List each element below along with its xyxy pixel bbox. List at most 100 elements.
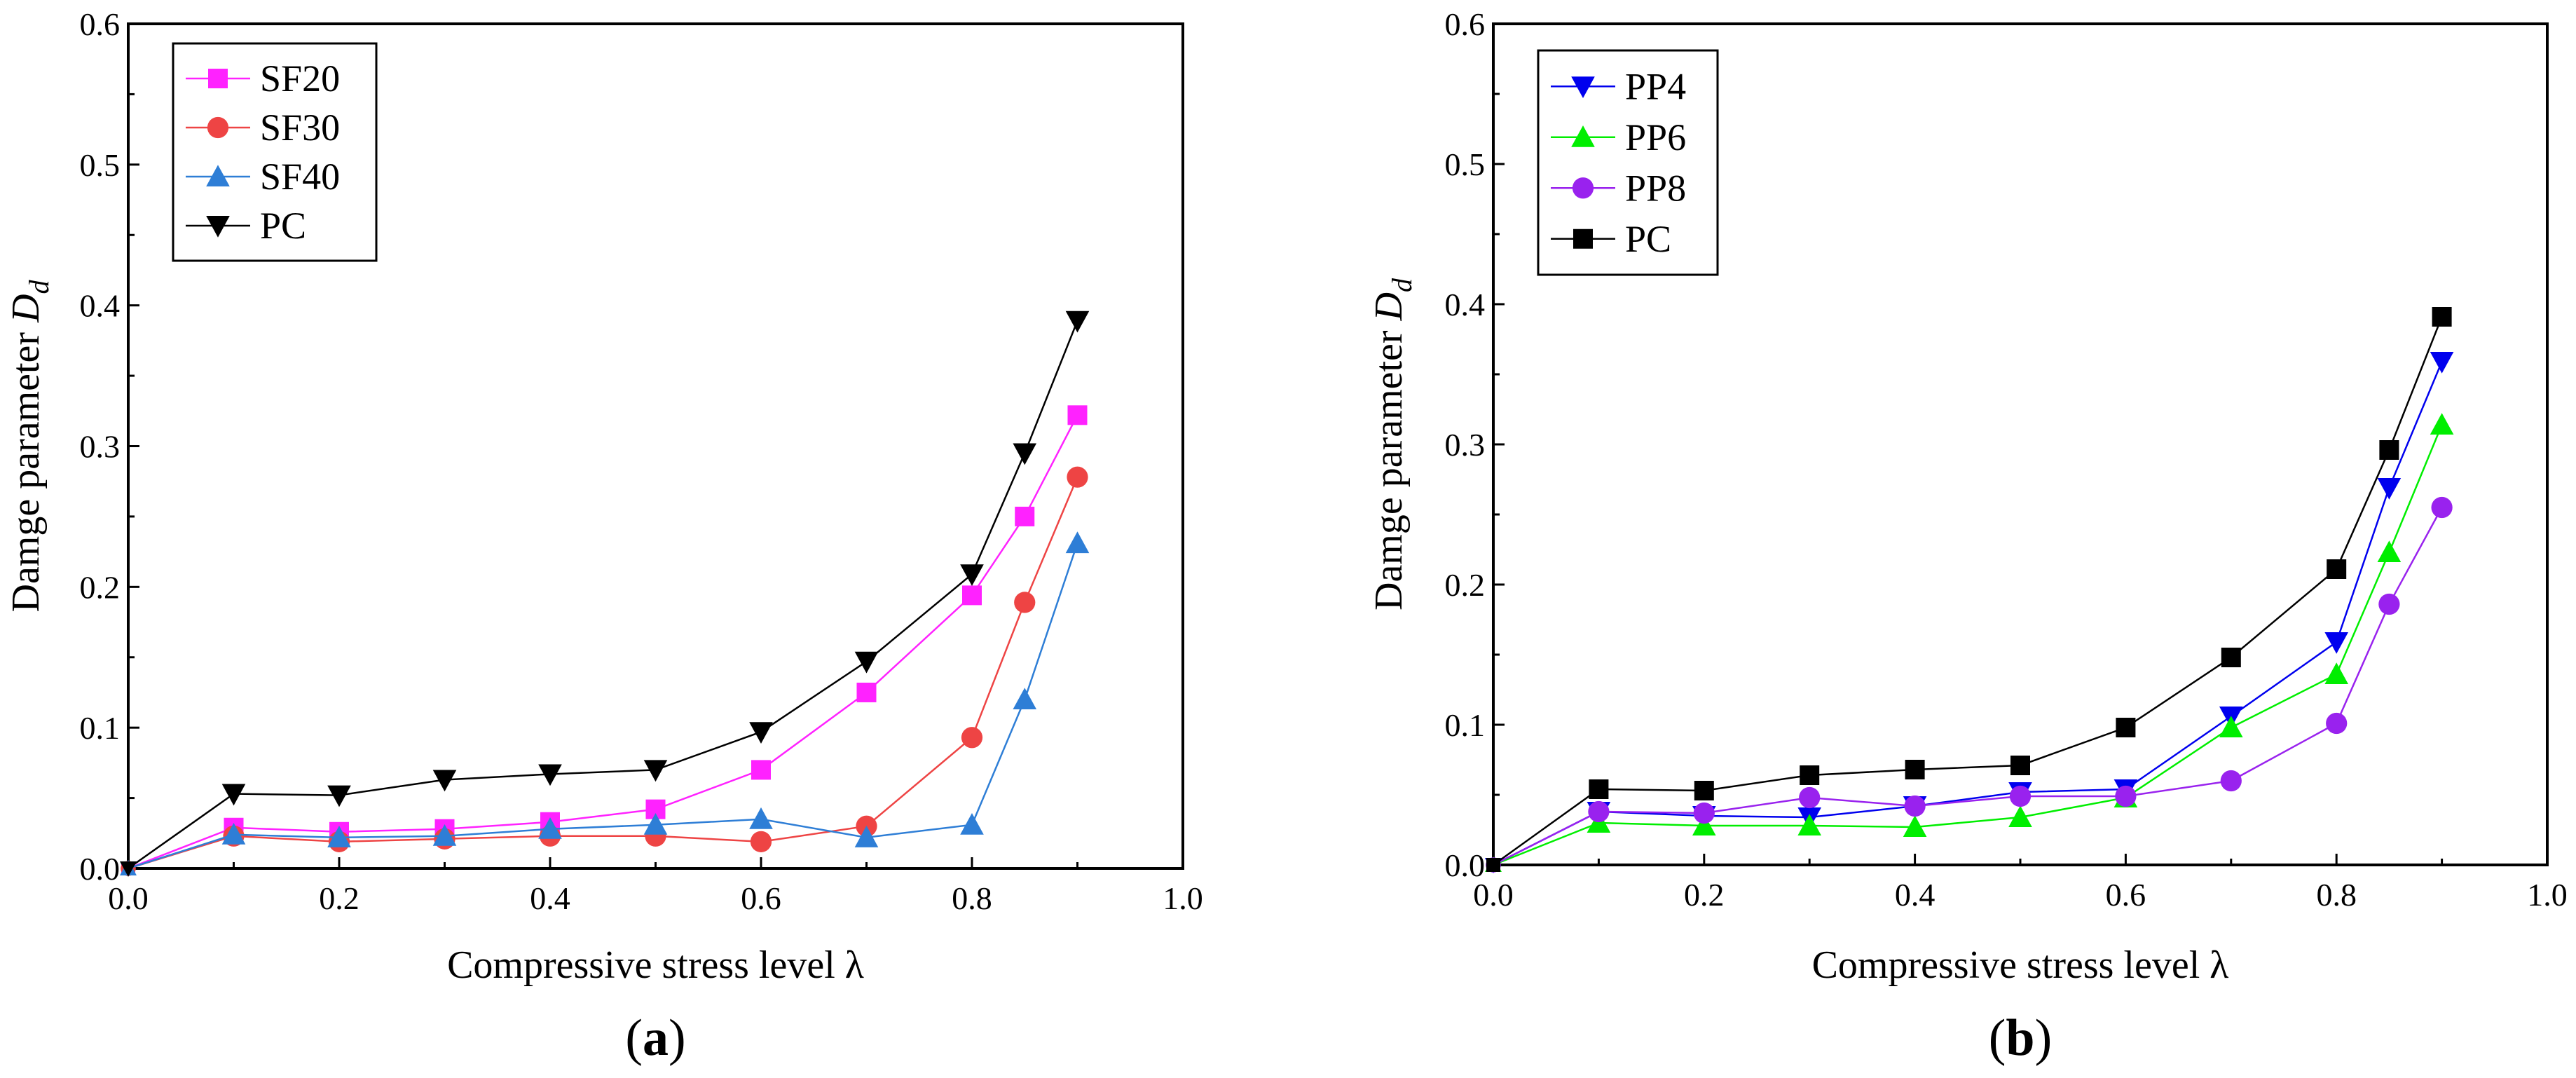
y-axis-title-subscript: d	[23, 280, 55, 294]
series-sf40	[120, 531, 1090, 875]
series-line	[128, 477, 1078, 870]
data-point	[2324, 662, 2348, 684]
data-point	[2377, 478, 2402, 500]
data-point	[961, 727, 983, 749]
data-point	[2219, 716, 2243, 737]
data-point	[960, 812, 984, 835]
data-point	[1799, 786, 1821, 809]
legend-label: SF20	[260, 57, 340, 100]
x-tick-label: 0.8	[952, 880, 992, 916]
y-axis-title-subscript: d	[1386, 278, 1418, 292]
y-axis-title-text: Damge parameter	[4, 322, 48, 613]
data-point	[854, 651, 879, 674]
x-tick-label: 0.4	[530, 880, 570, 916]
legend-label: PC	[1625, 218, 1671, 260]
x-tick-label: 0.4	[1895, 877, 1936, 913]
data-point	[1067, 405, 1088, 425]
y-axis-title-symbol: D	[1367, 292, 1411, 321]
y-tick-label: 0.0	[80, 851, 121, 887]
y-tick-label: 0.2	[1445, 567, 1486, 603]
data-point	[749, 807, 773, 829]
x-tick-label: 0.8	[2316, 877, 2357, 913]
legend-marker	[1573, 228, 1593, 249]
data-point	[2430, 413, 2454, 435]
data-point	[2377, 540, 2402, 562]
data-point	[962, 585, 982, 606]
data-point	[643, 812, 668, 835]
legend-marker	[1571, 76, 1595, 99]
y-tick-label: 0.4	[1445, 287, 1486, 322]
data-point	[1065, 311, 1090, 333]
legend-label: PP8	[1625, 167, 1686, 209]
x-tick-label: 0.6	[2106, 877, 2146, 913]
legend-marker	[1572, 177, 1594, 199]
y-axis-title: Damge parameter Dd	[4, 280, 55, 613]
x-axis-title: Compressive stress level λ	[1812, 943, 2229, 987]
y-tick-label: 0.2	[80, 569, 121, 605]
data-point	[1693, 802, 1715, 824]
data-point	[751, 760, 771, 780]
data-point	[327, 826, 351, 847]
legend-label: PP4	[1625, 65, 1686, 107]
data-point	[1694, 781, 1714, 800]
y-axis-title: Damge parameter Dd	[1367, 278, 1418, 610]
data-point	[2116, 718, 2136, 737]
series-line	[1493, 507, 2443, 866]
data-point	[432, 824, 457, 846]
data-point	[2008, 805, 2032, 827]
series-pp8	[1486, 496, 2453, 873]
data-point	[1800, 765, 1820, 785]
data-point	[960, 564, 984, 587]
series-sf20	[121, 405, 1088, 875]
data-point	[2431, 496, 2453, 519]
data-point	[1486, 858, 1500, 872]
data-point	[2009, 785, 2032, 807]
y-tick-label: 0.5	[80, 147, 121, 183]
data-point	[1903, 815, 1927, 837]
data-point	[538, 817, 562, 839]
x-tick-label: 1.0	[2527, 877, 2568, 913]
data-point	[1067, 466, 1088, 488]
series-sf30	[121, 466, 1088, 876]
data-point	[1692, 814, 1716, 835]
x-tick-label: 1.0	[1163, 880, 1203, 916]
data-point	[1797, 814, 1821, 835]
legend-box	[172, 42, 378, 262]
data-point	[221, 823, 246, 845]
legend-label: SF30	[260, 107, 340, 149]
legend-marker	[206, 165, 230, 186]
data-point	[2430, 352, 2454, 374]
legend-label: PC	[260, 205, 306, 247]
series-pc	[120, 311, 1090, 877]
x-tick-label: 0.6	[741, 880, 781, 916]
data-point	[2221, 648, 2241, 667]
data-point	[1013, 688, 1037, 709]
data-point	[1904, 795, 1926, 817]
y-tick-label: 0.6	[1445, 6, 1486, 42]
x-tick-label: 0.0	[108, 880, 149, 916]
series-line	[1493, 316, 2443, 866]
legend-marker	[207, 116, 229, 139]
chart-panel-a: 0.0 0.2 0.4 0.6 0.8 1.0 0.0 0.1 0.2 0.3 0.4 0.5 0.6 C…	[4, 6, 1203, 1067]
legend: SF20 SF30 SF40 PC	[172, 42, 378, 262]
data-point	[2327, 559, 2347, 579]
legend-box	[1537, 49, 1719, 276]
data-point	[1015, 506, 1035, 526]
data-point	[750, 831, 772, 852]
series-pp4	[1485, 352, 2454, 873]
data-point	[2432, 307, 2452, 327]
x-tick-label: 0.2	[319, 880, 359, 916]
data-point	[1013, 443, 1037, 465]
data-point	[1905, 760, 1925, 779]
data-point	[2010, 756, 2030, 775]
legend-marker	[208, 69, 228, 88]
data-point	[538, 764, 562, 786]
data-point	[1589, 779, 1609, 799]
data-point	[120, 861, 137, 877]
legend: PP4 PP6 PP8 PC	[1537, 49, 1719, 276]
data-point	[2220, 770, 2242, 792]
data-point	[327, 785, 351, 807]
x-tick-label: 0.2	[1684, 877, 1725, 913]
chart-panel-b: 0.0 0.2 0.4 0.6 0.8 1.0 0.0 0.1 0.2 0.3 0.4 0.5 0.6 C…	[1367, 6, 2568, 1067]
